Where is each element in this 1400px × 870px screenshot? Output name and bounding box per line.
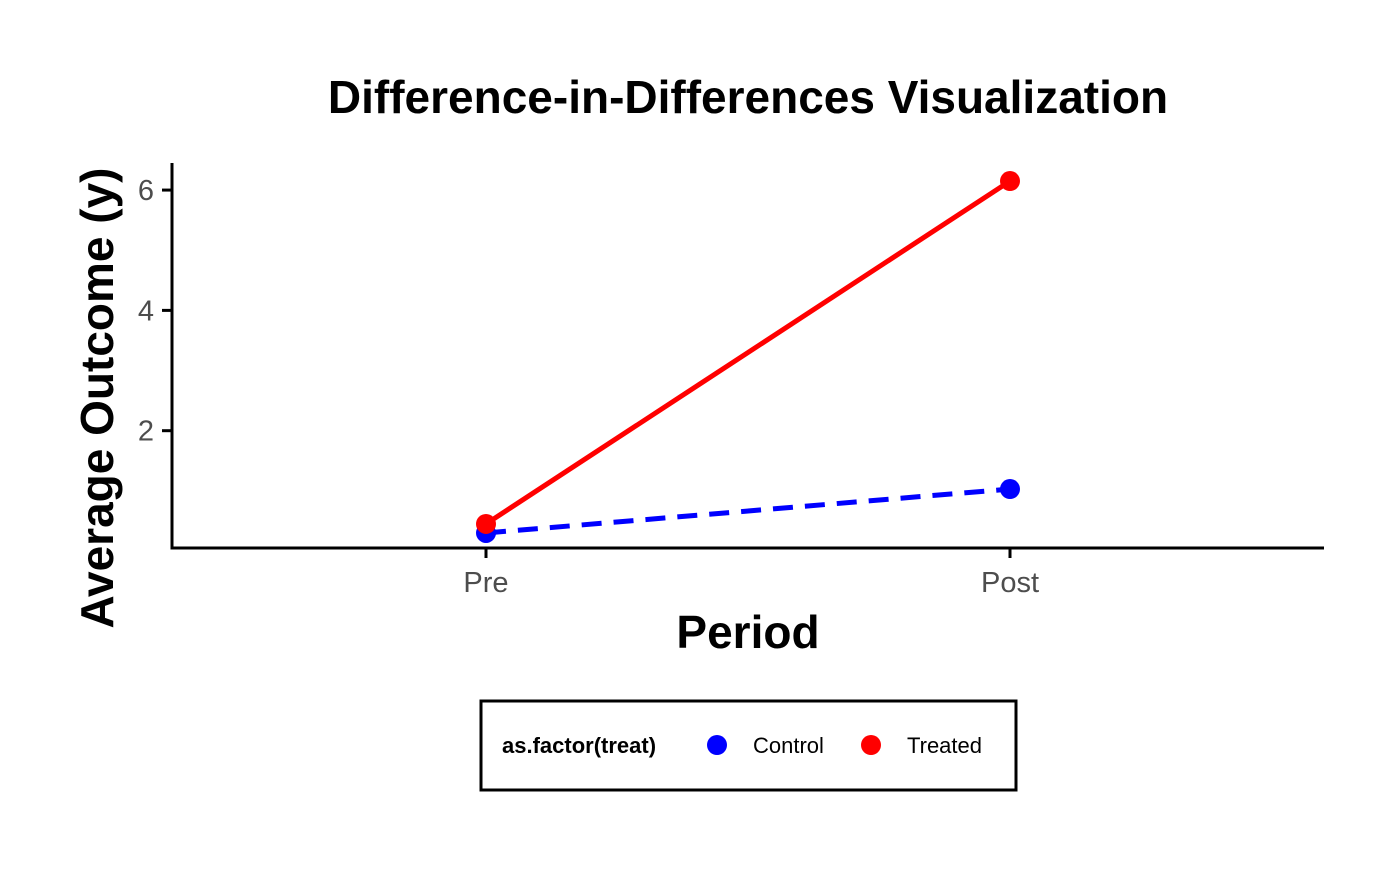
legend-key-control (707, 735, 727, 755)
legend-key-treated (861, 735, 881, 755)
y-axis-title: Average Outcome (y) (71, 168, 123, 629)
x-tick-label: Post (981, 567, 1039, 599)
data-point-control (1000, 479, 1020, 500)
legend: as.factor(treat) Control Treated (479, 699, 1018, 792)
y-tick-label: 2 (138, 416, 154, 448)
plot-area: 2 4 6 Pre Post (138, 163, 1324, 599)
data-point-treated (1000, 171, 1020, 192)
x-tick-label: Pre (463, 567, 508, 599)
y-tick-label: 6 (138, 175, 154, 207)
legend-box (479, 699, 1018, 792)
chart-title: Difference-in-Differences Visualization (328, 71, 1168, 123)
series-line-treated (484, 178, 1012, 527)
data-point-treated (476, 513, 496, 534)
x-axis-title: Period (676, 606, 819, 658)
legend-label-control: Control (753, 733, 824, 758)
y-tick-label: 4 (138, 295, 154, 327)
legend-label-treated: Treated (907, 733, 982, 758)
legend-title: as.factor(treat) (502, 733, 656, 758)
series-line-control (485, 486, 1011, 536)
legend-items: Control Treated (707, 733, 982, 758)
